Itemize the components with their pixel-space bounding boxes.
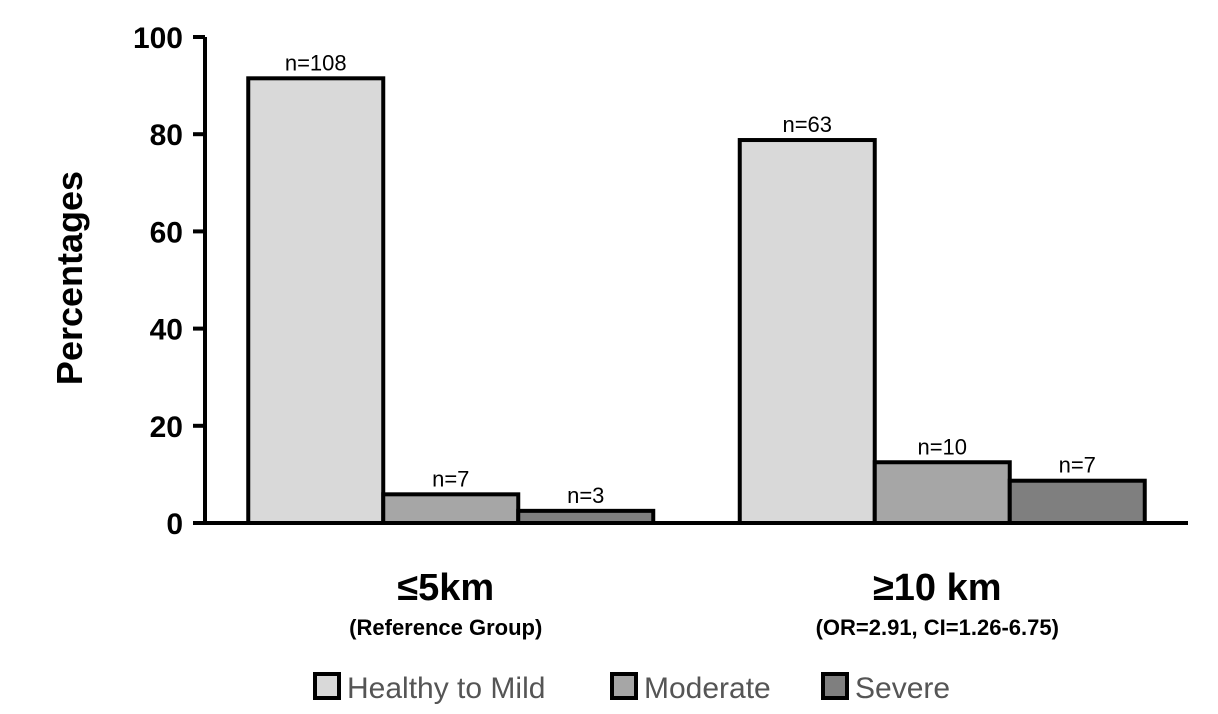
category-label: ≥10 km	[873, 567, 1002, 609]
data-label: n=10	[917, 434, 967, 459]
y-tick-label: 60	[150, 216, 183, 249]
y-tick-label: 0	[166, 508, 183, 541]
data-label: n=7	[1059, 453, 1096, 478]
category-sublabel: (OR=2.91, CI=1.26-6.75)	[816, 615, 1059, 640]
data-label: n=108	[285, 50, 347, 75]
bars	[246, 76, 1147, 526]
y-tick-label: 40	[150, 314, 183, 347]
y-axis: 0 20 40 60 80 100	[133, 22, 207, 541]
x-axis-categories: ≤5km (Reference Group) ≥10 km (OR=2.91, CI=…	[349, 567, 1059, 640]
bar-severe	[1007, 478, 1147, 525]
category-sublabel: (Reference Group)	[349, 615, 542, 640]
legend-swatch	[821, 672, 849, 700]
legend-label: Moderate	[644, 672, 771, 705]
legend-swatch	[610, 672, 638, 700]
data-label: n=7	[432, 466, 469, 491]
bar-healthy-to-mild	[246, 76, 386, 525]
y-tick-label: 80	[150, 119, 183, 152]
y-tick-label: 100	[133, 22, 183, 55]
data-label: n=3	[567, 483, 604, 508]
data-labels: n=108 n=7 n=3 n=63 n=10 n=7	[285, 50, 1096, 508]
y-tick-label: 20	[150, 411, 183, 444]
category-label: ≤5km	[397, 567, 494, 609]
legend: Healthy to Mild Moderate Severe	[313, 672, 950, 705]
bar-moderate	[872, 460, 1012, 525]
legend-label: Healthy to Mild	[347, 672, 545, 705]
y-axis-label: Percentages	[49, 171, 90, 385]
legend-swatch	[313, 672, 341, 700]
bar-healthy-to-mild	[737, 138, 877, 525]
bar-moderate	[381, 492, 521, 525]
legend-label: Severe	[855, 672, 950, 705]
data-label: n=63	[782, 112, 832, 137]
